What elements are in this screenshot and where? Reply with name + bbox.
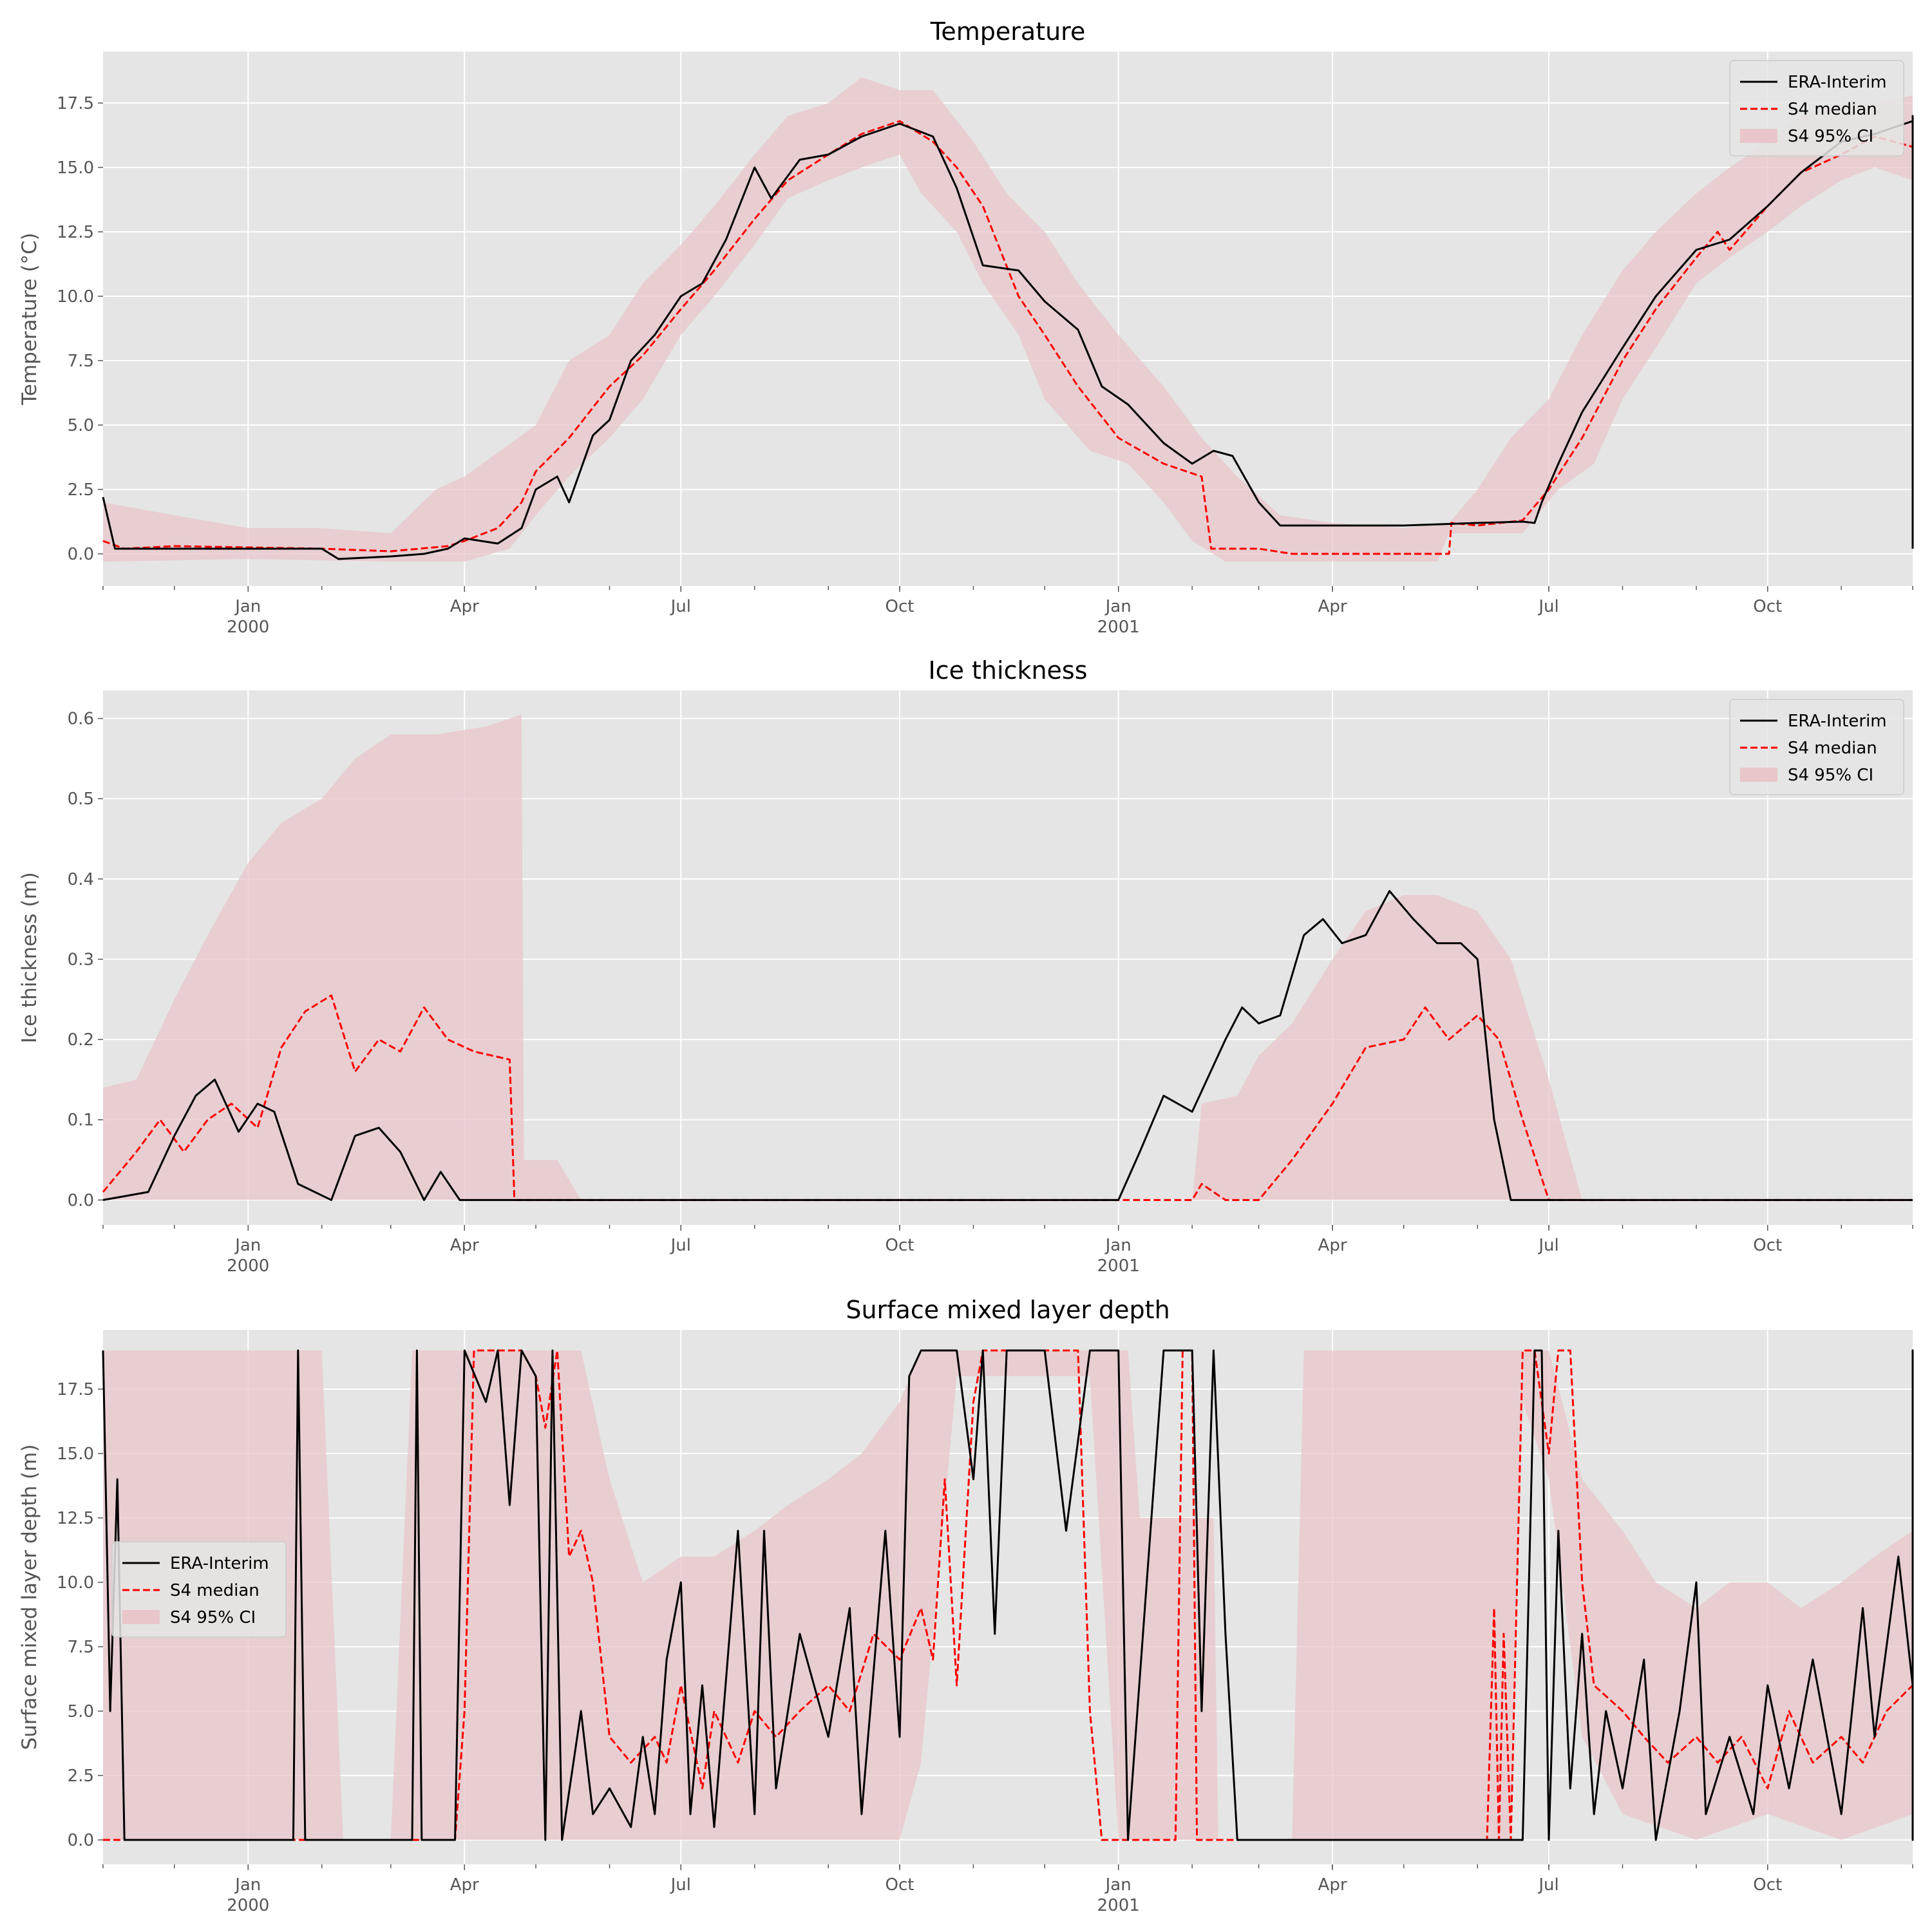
x-tick-label: Oct [1753,597,1782,616]
chart-title: Surface mixed layer depth [846,1296,1170,1324]
s4-median-line [102,994,1913,1201]
x-tick-label: Jul [1537,1875,1558,1895]
y-tick-label: 0.5 [68,790,94,809]
x-tick-label: Oct [886,1875,914,1895]
legend-era-interim-label: ERA-Interim [1788,712,1887,731]
x-tick-label: Apr [1318,597,1347,616]
y-tick-label: 12.5 [57,1509,94,1528]
legend: ERA-Interim S4 median S4 95% CI [1729,60,1904,156]
ci-band [103,77,1913,562]
y-tick-label: 0.2 [68,1030,94,1050]
x-tick-label: Apr [450,597,479,616]
legend-era-interim-label: ERA-Interim [170,1554,269,1573]
x-tick-label: Apr [450,1875,479,1895]
x-tick-label: Jul [670,597,691,616]
minor-ticks [102,586,1913,590]
x-tick-year: 2001 [1097,618,1140,637]
y-tick-label: 17.5 [57,1380,94,1399]
panel-1: 0.0 2.5 5.0 7.5 10.0 12.5 15.0 17.5 Jan 2000 Apr Ju… [18,17,1914,637]
minor-ticks [102,1225,1913,1229]
legend: ERA-Interim S4 median S4 95% CI [1729,699,1904,795]
chart-title: Temperature [930,17,1086,46]
legend-s4-ci-swatch [122,1610,160,1624]
x-tick-label: Jul [1537,1236,1558,1255]
legend: ERA-Interim S4 median S4 95% CI [111,1541,287,1638]
x-tick-label: Jan [1104,1875,1132,1895]
y-tick-label: 2.5 [68,480,94,500]
s4-median-line [102,120,1914,555]
legend-era-interim-label: ERA-Interim [1788,73,1887,92]
x-tick-year: 2000 [227,1896,269,1915]
y-axis-label: Temperature (°C) [18,232,41,406]
y-tick-label: 0.6 [68,710,94,729]
x-tick-label: Oct [886,1236,914,1255]
x-tick-label: Oct [1753,1236,1782,1255]
y-tick-label: 0.3 [68,950,94,969]
y-tick-label: 2.5 [68,1766,94,1786]
y-tick-label: 0.1 [68,1111,94,1130]
legend-s4-ci-label: S4 95% CI [1788,127,1873,146]
x-tick-label: Jul [670,1236,691,1255]
y-axis-label: Surface mixed layer depth (m) [18,1444,41,1750]
y-tick-label: 7.5 [68,1638,94,1657]
y-tick-label: 0.4 [68,870,94,889]
x-tick-label: Apr [1318,1236,1347,1255]
x-tick-year: 2000 [227,618,269,637]
x-tick-label: Jan [234,1236,261,1255]
y-tick-label: 7.5 [68,352,94,371]
x-tick-label: Apr [1318,1875,1347,1895]
y-tick-label: 15.0 [57,1444,94,1464]
legend-s4-ci-swatch [1740,129,1777,143]
x-tick-label: Jan [1104,1236,1132,1255]
y-tick-label: 0.0 [68,1191,94,1210]
y-tick-label: 0.0 [68,1831,94,1850]
era-interim-line [102,890,1913,1201]
era-interim-line [102,1349,1914,1841]
y-tick-label: 0.0 [68,545,94,564]
y-tick-label: 10.0 [57,1573,94,1593]
legend-s4-ci-label: S4 95% CI [170,1608,256,1627]
minor-ticks [102,1864,1913,1868]
x-tick-label: Jan [234,597,261,616]
x-tick-label: Jul [1537,597,1558,616]
x-tick-year: 2001 [1097,1896,1140,1915]
x-tick-label: Jul [670,1875,691,1895]
x-tick-year: 2001 [1097,1256,1140,1276]
y-tick-label: 15.0 [57,158,94,178]
y-tick-label: 5.0 [68,416,94,435]
chart-title: Ice thickness [928,656,1087,685]
y-tick-label: 10.0 [57,287,94,307]
x-tick-label: Jan [1104,597,1132,616]
legend-s4-median-label: S4 median [1788,100,1877,119]
legend-s4-ci-label: S4 95% CI [1788,766,1873,785]
x-tick-label: Oct [886,597,914,616]
legend-s4-median-label: S4 median [1788,739,1877,758]
legend-s4-median-label: S4 median [170,1581,260,1600]
y-tick-label: 17.5 [57,94,94,113]
y-axis-label: Ice thickness (m) [18,872,41,1043]
x-tick-label: Apr [450,1236,479,1255]
ci-band [103,714,1913,1200]
x-tick-label: Oct [1753,1875,1782,1895]
x-tick-year: 2000 [227,1256,269,1276]
legend-s4-ci-swatch [1740,768,1777,782]
x-tick-label: Jan [234,1875,261,1895]
y-tick-label: 12.5 [57,223,94,242]
y-tick-label: 5.0 [68,1702,94,1721]
